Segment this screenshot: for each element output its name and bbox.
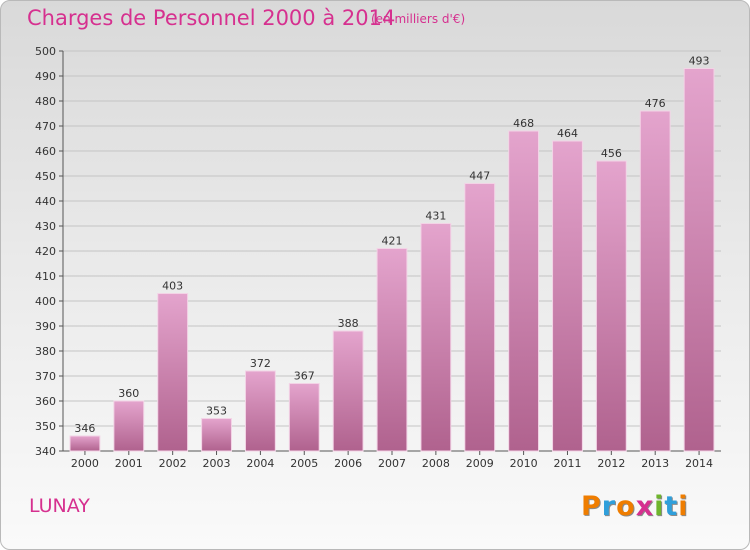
bar-2007 (376, 248, 408, 452)
y-tick-label: 460 (35, 145, 56, 158)
value-label-2011: 464 (557, 127, 578, 140)
bar-2000 (69, 435, 101, 452)
x-tick-label: 2003 (203, 457, 231, 470)
x-tick-label: 2004 (246, 457, 274, 470)
bar-2009 (464, 183, 496, 452)
chart-title: Charges de Personnel 2000 à 2014 (27, 6, 396, 30)
y-tick-label: 440 (35, 195, 56, 208)
y-tick-label: 370 (35, 370, 56, 383)
y-tick-label: 360 (35, 395, 56, 408)
y-tick-label: 500 (35, 45, 56, 58)
x-tick-label: 2005 (290, 457, 318, 470)
value-label-2005: 367 (294, 370, 315, 383)
value-label-2006: 388 (338, 317, 359, 330)
bar-2011 (552, 140, 583, 452)
logo-letter: r (601, 491, 617, 522)
bar-2014 (683, 68, 715, 452)
value-label-2008: 431 (425, 210, 446, 223)
value-label-2001: 360 (118, 387, 139, 400)
bar-2006 (332, 330, 364, 452)
y-tick-label: 350 (35, 420, 56, 433)
value-label-2012: 456 (601, 147, 622, 160)
chart-subtitle: (en milliers d'€) (371, 12, 466, 26)
x-tick-label: 2006 (334, 457, 362, 470)
y-tick-label: 470 (35, 120, 56, 133)
y-tick-label: 340 (35, 445, 56, 458)
y-tick-label: 480 (35, 95, 56, 108)
logo-letter: x (635, 491, 655, 522)
value-label-2007: 421 (382, 235, 403, 248)
y-tick-label: 380 (35, 345, 56, 358)
bar-2010 (508, 130, 540, 452)
x-tick-label: 2008 (422, 457, 450, 470)
logo-letter: i (654, 491, 665, 522)
x-tick-label: 2011 (553, 457, 581, 470)
logo-letter: i (678, 491, 689, 522)
y-tick-label: 390 (35, 320, 56, 333)
bar-2012 (595, 160, 627, 452)
value-label-2004: 372 (250, 357, 271, 370)
x-tick-label: 2007 (378, 457, 406, 470)
value-label-2009: 447 (469, 170, 490, 183)
x-tick-label: 2012 (597, 457, 625, 470)
bar-2013 (639, 110, 671, 452)
bar-2001 (113, 400, 145, 452)
x-tick-label: 2010 (510, 457, 538, 470)
y-tick-label: 420 (35, 245, 56, 258)
bar-2008 (420, 223, 452, 452)
y-tick-label: 450 (35, 170, 56, 183)
logo-letter: P (581, 491, 602, 522)
proxiti-logo: Proxiti (581, 491, 689, 522)
x-tick-label: 2000 (71, 457, 99, 470)
bar-2002 (157, 293, 189, 452)
value-label-2000: 346 (74, 422, 95, 435)
value-label-2014: 493 (689, 55, 710, 68)
bar-2003 (201, 418, 232, 452)
y-tick-label: 430 (35, 220, 56, 233)
value-label-2002: 403 (162, 280, 183, 293)
x-tick-label: 2009 (466, 457, 494, 470)
y-tick-label: 490 (35, 70, 56, 83)
y-tick-label: 400 (35, 295, 56, 308)
value-label-2013: 476 (645, 97, 666, 110)
y-tick-label: 410 (35, 270, 56, 283)
x-tick-label: 2014 (685, 457, 713, 470)
logo-letter: o (616, 491, 636, 522)
bar-2004 (244, 370, 276, 452)
value-label-2003: 353 (206, 405, 227, 418)
commune-name: LUNAY (29, 495, 90, 517)
x-tick-label: 2013 (641, 457, 669, 470)
logo-letter: t (664, 491, 679, 522)
bar-2005 (288, 383, 320, 452)
x-tick-label: 2002 (159, 457, 187, 470)
x-tick-label: 2001 (115, 457, 143, 470)
value-label-2010: 468 (513, 117, 534, 130)
